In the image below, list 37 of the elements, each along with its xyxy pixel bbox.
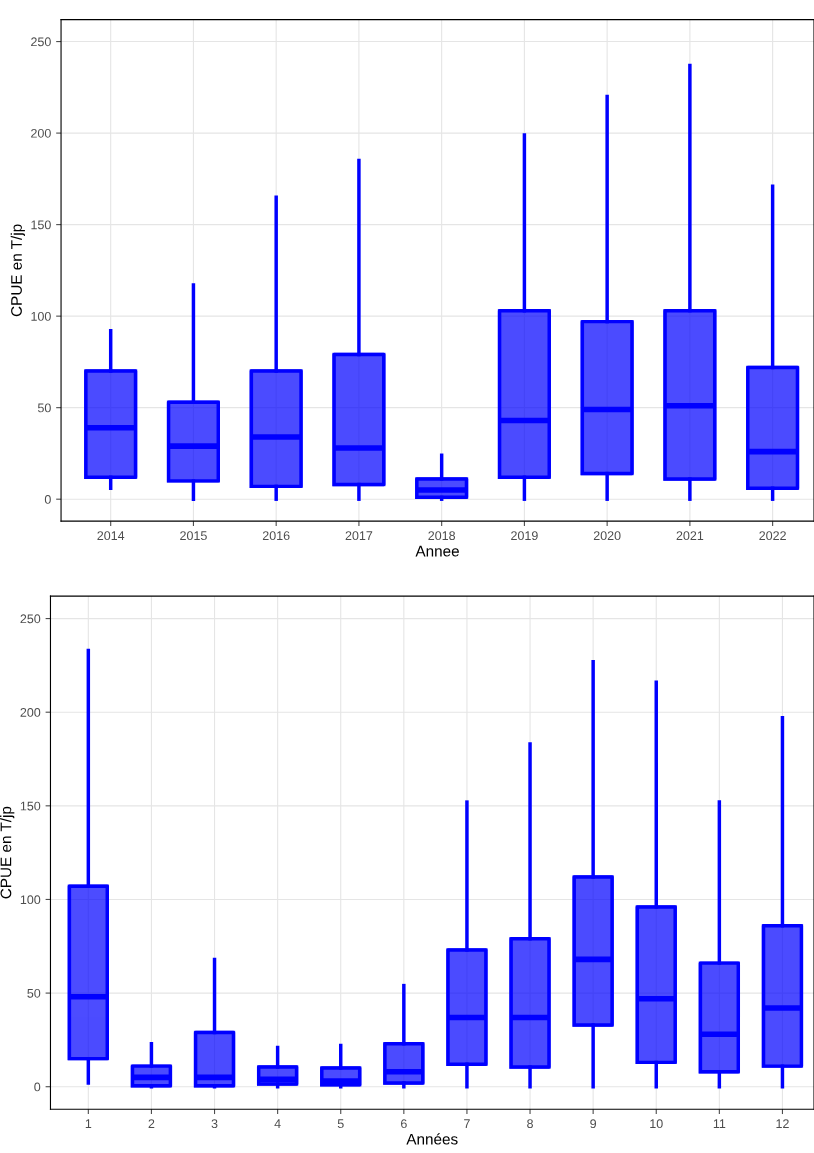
- y-tick-label: 200: [31, 128, 51, 138]
- y-axis-title: CPUE en T/jp: [10, 224, 25, 317]
- y-axis-title: CPUE en T/jp: [0, 806, 15, 899]
- x-tick-label: 2016: [262, 531, 290, 541]
- y-tick-label: 50: [37, 403, 51, 413]
- x-tick-label: 2: [148, 1119, 155, 1128]
- y-tick-label: 150: [31, 220, 51, 230]
- x-tick-label: 2022: [759, 531, 786, 541]
- x-tick-label: 2019: [511, 531, 538, 541]
- x-tick-label: 4: [274, 1119, 281, 1128]
- x-tick-label: 7: [464, 1119, 470, 1128]
- x-tick-label: 2014: [97, 531, 125, 541]
- x-axis-title: Années: [406, 1133, 458, 1145]
- x-tick-label: 2015: [180, 531, 207, 541]
- y-tick-label: 0: [34, 1082, 41, 1092]
- y-tick-label: 100: [31, 311, 51, 321]
- y-tick-label: 250: [20, 614, 41, 624]
- y-tick-label: 150: [20, 801, 41, 811]
- y-tick-label: 200: [20, 708, 41, 717]
- y-tick-label: 250: [31, 37, 51, 47]
- x-tick-label: 6: [401, 1119, 407, 1129]
- y-tick-label: 50: [27, 988, 41, 998]
- x-tick-label: 12: [776, 1119, 789, 1128]
- x-tick-label: 11: [713, 1119, 726, 1128]
- x-tick-label: 3: [211, 1119, 218, 1129]
- x-tick-label: 1: [85, 1119, 92, 1128]
- x-tick-label: 2018: [428, 531, 456, 541]
- x-tick-label: 2017: [345, 531, 373, 541]
- x-tick-label: 2021: [676, 531, 704, 541]
- x-axis-title: Annee: [415, 545, 459, 557]
- x-tick-label: 5: [337, 1119, 344, 1129]
- x-tick-label: 9: [590, 1119, 597, 1129]
- y-tick-label: 100: [20, 895, 41, 905]
- x-tick-label: 2020: [593, 531, 621, 541]
- x-tick-label: 10: [650, 1119, 663, 1129]
- y-tick-label: 0: [44, 494, 51, 504]
- x-tick-label: 8: [527, 1119, 533, 1129]
